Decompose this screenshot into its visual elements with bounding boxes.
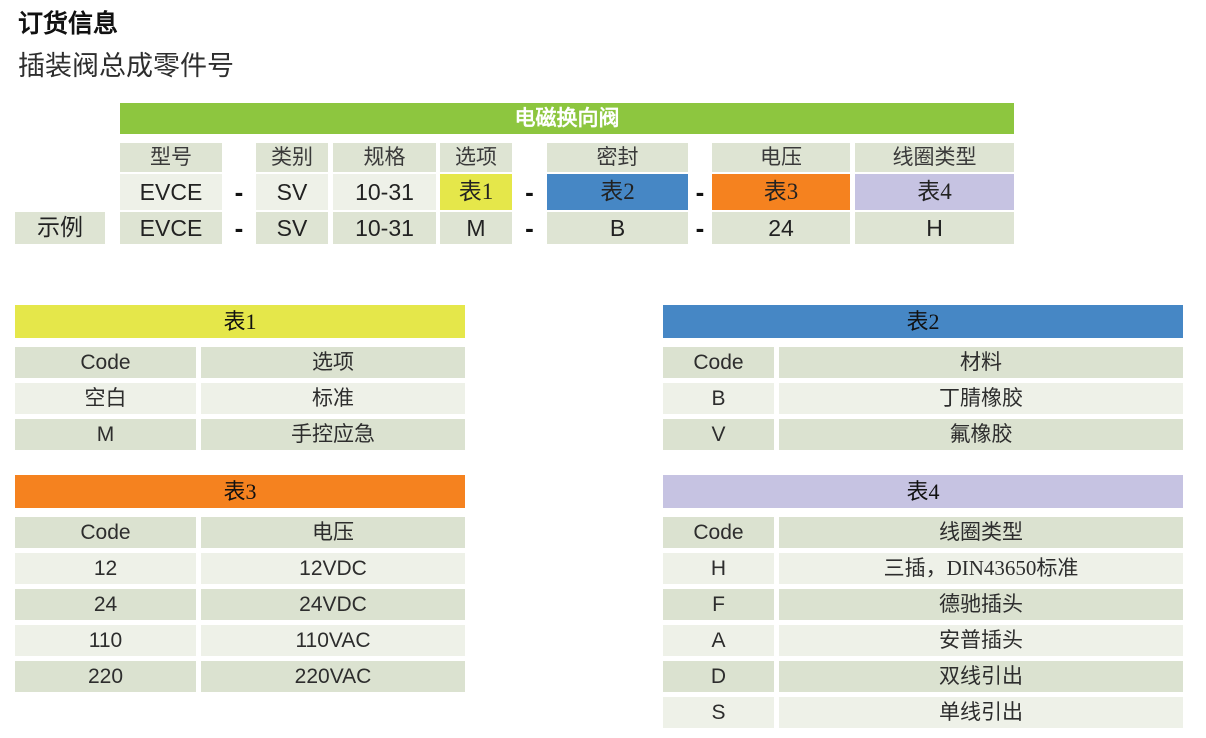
code-cell: H <box>663 553 774 584</box>
description-cell: 110VAC <box>201 625 465 656</box>
example-spec: 10-31 <box>333 212 436 244</box>
code-cell: 110 <box>15 625 196 656</box>
description-cell: 单线引出 <box>779 697 1183 728</box>
template-dash-3: - <box>695 177 705 207</box>
sub-table-row: B 丁腈橡胶 <box>663 383 1183 414</box>
sub-table-title: 表2 <box>663 305 1183 338</box>
description-cell: 材料 <box>779 347 1183 378</box>
description-cell: 线圈类型 <box>779 517 1183 548</box>
code-cell: 空白 <box>15 383 196 414</box>
example-coil: H <box>855 212 1014 244</box>
code-cell: S <box>663 697 774 728</box>
table-3-voltage-codes: 表3 Code 电压 12 12VDC 24 24VDC 110 110VAC 220 220VAC <box>15 475 465 697</box>
description-cell: 安普插头 <box>779 625 1183 656</box>
code-cell: A <box>663 625 774 656</box>
code-cell: D <box>663 661 774 692</box>
description-cell: 三插，DIN43650标准 <box>779 553 1183 584</box>
code-cell: M <box>15 419 196 450</box>
sub-table-row: A 安普插头 <box>663 625 1183 656</box>
description-cell: 德驰插头 <box>779 589 1183 620</box>
page-subtitle: 插装阀总成零件号 <box>18 51 234 81</box>
code-cell: B <box>663 383 774 414</box>
example-dash-2: - <box>525 213 534 243</box>
sub-table-row: V 氟橡胶 <box>663 419 1183 450</box>
sub-table-row: S 单线引出 <box>663 697 1183 728</box>
code-cell: 12 <box>15 553 196 584</box>
example-voltage: 24 <box>712 212 850 244</box>
description-cell: 12VDC <box>201 553 465 584</box>
sub-table-header-row: Code 线圈类型 <box>663 517 1183 548</box>
page-title: 订货信息 <box>18 10 119 38</box>
template-dash-2: - <box>525 177 534 207</box>
example-model: EVCE <box>120 212 222 244</box>
sub-table-row: 24 24VDC <box>15 589 465 620</box>
code-cell: Code <box>15 347 196 378</box>
code-cell: Code <box>663 347 774 378</box>
description-cell: 24VDC <box>201 589 465 620</box>
template-voltage-table3-ref: 表3 <box>712 174 850 210</box>
description-cell: 220VAC <box>201 661 465 692</box>
code-cell: 220 <box>15 661 196 692</box>
sub-table-header-row: Code 选项 <box>15 347 465 378</box>
sub-table-row: 空白 标准 <box>15 383 465 414</box>
template-option-table1-ref: 表1 <box>440 174 512 210</box>
template-coil-table4-ref: 表4 <box>855 174 1014 210</box>
column-header-category: 类别 <box>256 143 328 172</box>
example-dash-1: - <box>234 213 244 243</box>
template-spec: 10-31 <box>333 174 436 210</box>
sub-table-title: 表3 <box>15 475 465 508</box>
column-header-seal: 密封 <box>547 143 688 172</box>
column-header-option: 选项 <box>440 143 512 172</box>
description-cell: 标准 <box>201 383 465 414</box>
table-1-option-codes: 表1 Code 选项 空白 标准 M 手控应急 <box>15 305 465 455</box>
sub-table-row: M 手控应急 <box>15 419 465 450</box>
description-cell: 丁腈橡胶 <box>779 383 1183 414</box>
sub-table-row: 12 12VDC <box>15 553 465 584</box>
sub-table-header-row: Code 材料 <box>663 347 1183 378</box>
table-4-coil-codes: 表4 Code 线圈类型 H 三插，DIN43650标准 F 德驰插头 A 安普插头 D 双线引出 S… <box>663 475 1183 733</box>
example-category: SV <box>256 212 328 244</box>
sub-table-row: 110 110VAC <box>15 625 465 656</box>
example-option: M <box>440 212 512 244</box>
column-header-model: 型号 <box>120 143 222 172</box>
column-header-spec: 规格 <box>333 143 436 172</box>
table-2-seal-codes: 表2 Code 材料 B 丁腈橡胶 V 氟橡胶 <box>663 305 1183 455</box>
template-seal-table2-ref: 表2 <box>547 174 688 210</box>
sub-table-header-row: Code 电压 <box>15 517 465 548</box>
code-cell: 24 <box>15 589 196 620</box>
example-seal: B <box>547 212 688 244</box>
description-cell: 氟橡胶 <box>779 419 1183 450</box>
sub-table-row: 220 220VAC <box>15 661 465 692</box>
template-category: SV <box>256 174 328 210</box>
code-cell: Code <box>15 517 196 548</box>
code-cell: Code <box>663 517 774 548</box>
column-header-coil: 线圈类型 <box>855 143 1014 172</box>
description-cell: 电压 <box>201 517 465 548</box>
sub-table-row: F 德驰插头 <box>663 589 1183 620</box>
description-cell: 选项 <box>201 347 465 378</box>
code-cell: F <box>663 589 774 620</box>
template-model: EVCE <box>120 174 222 210</box>
code-cell: V <box>663 419 774 450</box>
column-header-voltage: 电压 <box>712 143 850 172</box>
sub-table-title: 表4 <box>663 475 1183 508</box>
sub-table-row: H 三插，DIN43650标准 <box>663 553 1183 584</box>
example-dash-3: - <box>695 213 705 243</box>
description-cell: 双线引出 <box>779 661 1183 692</box>
description-cell: 手控应急 <box>201 419 465 450</box>
main-table-banner: 电磁换向阀 <box>120 103 1014 134</box>
template-dash-1: - <box>234 177 244 207</box>
sub-table-row: D 双线引出 <box>663 661 1183 692</box>
example-label: 示例 <box>15 212 105 244</box>
sub-table-title: 表1 <box>15 305 465 338</box>
